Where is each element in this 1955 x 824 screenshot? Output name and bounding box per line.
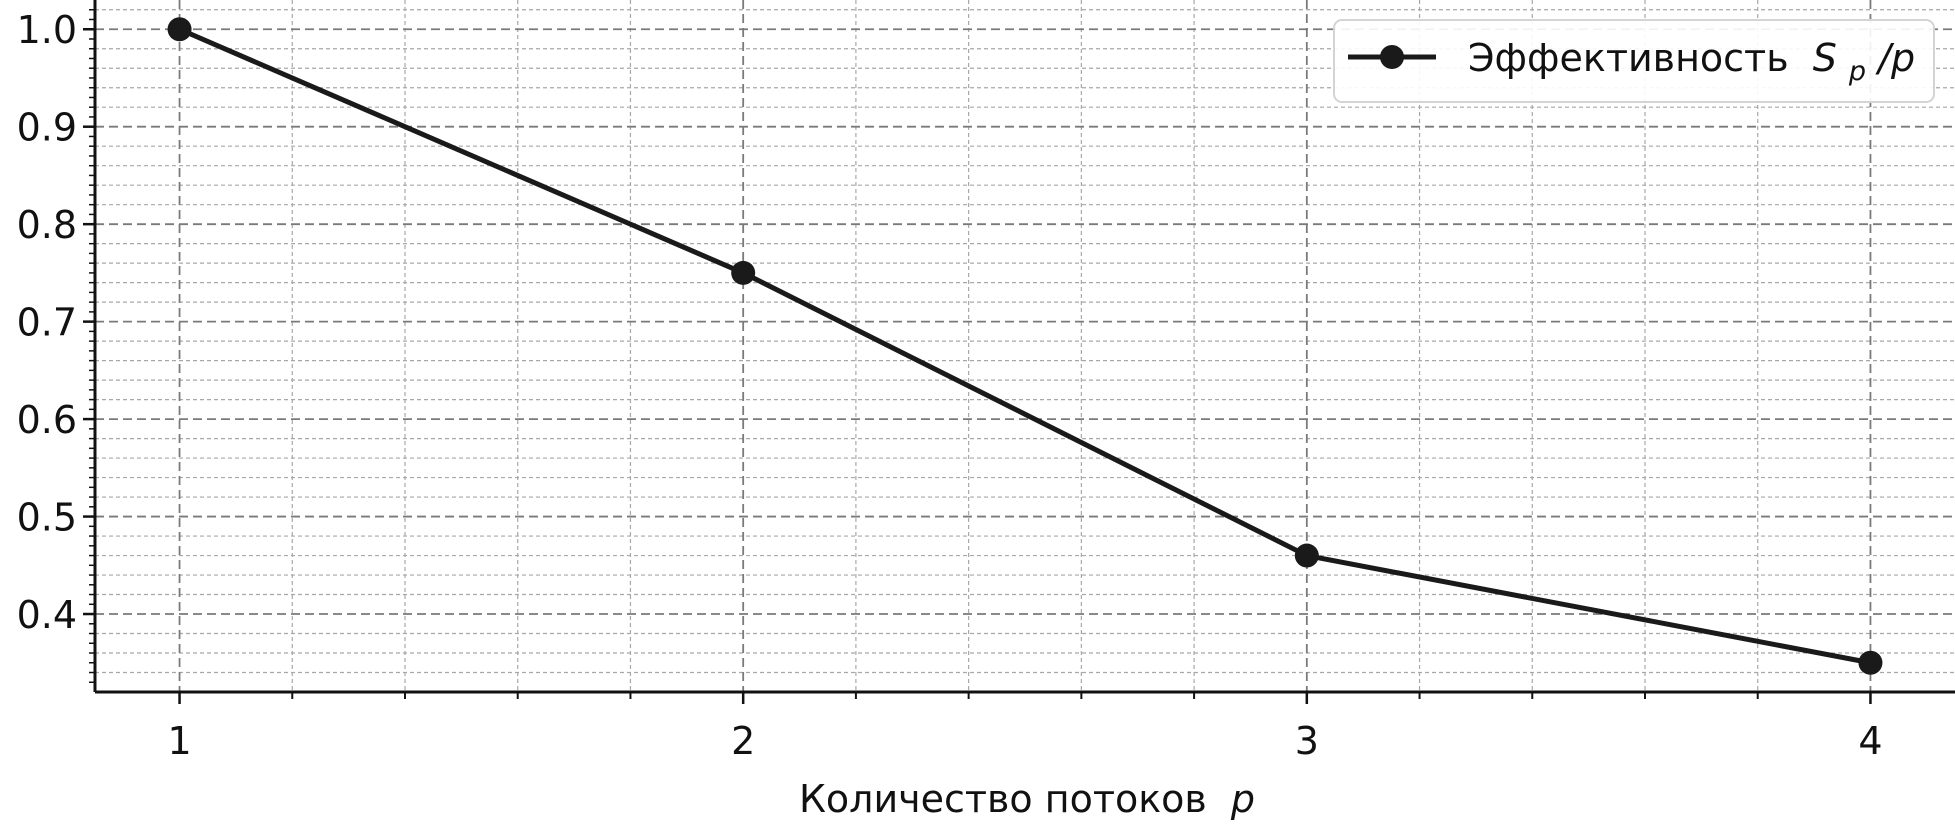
x-axis-title-text: Количество потоков: [799, 777, 1207, 821]
series-line: [178, 26, 1871, 666]
y-tick-label: 0.4: [17, 593, 77, 637]
data-point: [1294, 543, 1319, 568]
series-layer: [167, 17, 1883, 675]
y-tick-label: 0.9: [17, 106, 77, 150]
axes: [93, 0, 1955, 694]
legend: Эффективность S p /p: [1333, 19, 1935, 103]
data-point: [731, 260, 756, 285]
legend-box: [1333, 19, 1935, 103]
tick-labels: 1 2 3 4 0.4 0.5 0.6 0.7 0.8 0.9 1.0: [17, 8, 1883, 763]
x-tick-label: 4: [1858, 719, 1882, 763]
x-axis-title-var: p: [1230, 777, 1255, 821]
legend-label-text: Эффективность: [1468, 36, 1789, 80]
legend-marker-sample: [1380, 45, 1404, 69]
y-tick-label: 0.6: [17, 398, 77, 442]
x-tick-label: 1: [167, 719, 191, 763]
legend-label-math-base: S: [1813, 36, 1837, 80]
y-tick-label: 0.7: [17, 301, 77, 345]
legend-label-math-sub: p: [1848, 56, 1866, 87]
x-axis-title: Количество потоков p: [799, 777, 1255, 821]
minor-grid: [95, 0, 1955, 692]
legend-label: Эффективность S p /p: [1468, 36, 1915, 89]
data-point: [167, 17, 192, 42]
major-grid: [95, 0, 1955, 692]
x-tick-label: 2: [731, 719, 755, 763]
y-tick-label: 0.8: [17, 203, 77, 247]
axis-ticks: [83, 8, 1872, 704]
y-tick-label: 1.0: [17, 8, 77, 52]
legend-label-math-tail: /p: [1875, 36, 1915, 80]
y-tick-label: 0.5: [17, 496, 77, 540]
x-tick-label: 3: [1295, 719, 1319, 763]
data-point: [1858, 650, 1883, 675]
